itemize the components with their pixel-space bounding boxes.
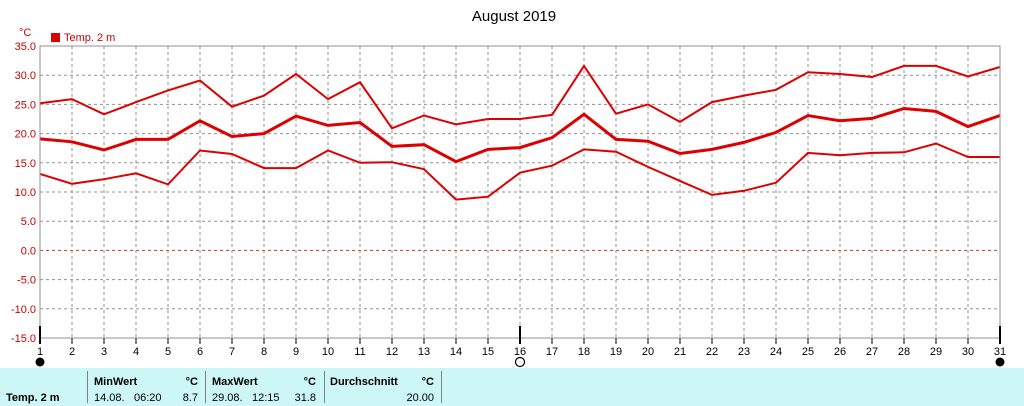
chart-title: August 2019	[472, 8, 556, 25]
max-header: MaxWert	[212, 376, 258, 388]
max-value: 31.8	[294, 392, 316, 404]
x-axis: 1 2 3 4 5 6 7 8 9 10 11 12 13 14 15 16 17 18 19 20 21 22 23 24 2…	[37, 338, 1006, 358]
y-tick-label: 0.0	[21, 245, 36, 257]
stats-min-cell: MinWert °C 14.08. 06:20 8.7	[94, 368, 200, 406]
x-tick-label: 8	[261, 346, 267, 358]
avg-value: 20.00	[406, 392, 434, 404]
x-tick-label: 13	[418, 346, 430, 358]
stats-divider	[441, 371, 442, 403]
min-header: MinWert	[94, 376, 138, 388]
y-tick-label: 20.0	[15, 129, 36, 141]
x-tick-label: 5	[165, 346, 171, 358]
stats-row-label: Temp. 2 m	[6, 392, 60, 404]
min-date: 14.08.	[94, 392, 125, 404]
stats-row-label-cell: Temp. 2 m	[6, 368, 86, 406]
y-tick-label: -5.0	[17, 275, 36, 287]
x-tick-label: 6	[197, 346, 203, 358]
y-axis: -15.0 -10.0 -5.0 0.0 5.0 10.0 15.0 20.0 25.0 30.0…	[11, 41, 36, 345]
temperature-chart: August 2019 °C Temp. 2 m -15.0 -10.0 -5.0 0…	[11, 8, 1006, 368]
y-tick-label: 25.0	[15, 99, 36, 111]
series-line-min	[39, 142, 1000, 201]
y-tick-label: 30.0	[15, 70, 36, 82]
min-unit: °C	[185, 376, 198, 388]
series-line-max	[39, 64, 1001, 130]
x-tick-label: 12	[386, 346, 398, 358]
x-tick-label: 28	[898, 346, 910, 358]
min-value: 8.7	[182, 392, 198, 404]
stats-max-cell: MaxWert °C 29.08. 12:15 31.8	[212, 368, 318, 406]
x-tick-label: 29	[930, 346, 942, 358]
x-tick-label: 17	[546, 346, 558, 358]
x-tick-label: 18	[578, 346, 590, 358]
x-tick-label: 10	[322, 346, 334, 358]
quarter-moon-icon	[514, 356, 526, 368]
x-tick-label: 16	[514, 346, 526, 358]
x-tick-label: 24	[770, 346, 782, 358]
x-tick-label: 11	[354, 346, 365, 358]
x-tick-label: 14	[450, 346, 462, 358]
avg-header: Durchschnitt	[330, 376, 398, 388]
y-tick-label: 15.0	[15, 158, 36, 170]
x-tick-label: 25	[802, 346, 814, 358]
y-tick-label: 5.0	[21, 216, 36, 228]
x-tick-label: 7	[229, 346, 235, 358]
x-tick-label: 27	[866, 346, 878, 358]
x-tick-label: 23	[738, 346, 750, 358]
x-tick-label: 9	[293, 346, 299, 358]
x-tick-label: 19	[610, 346, 622, 358]
x-tick-label: 30	[962, 346, 974, 358]
x-tick-label: 31	[994, 346, 1006, 358]
stats-divider	[87, 371, 88, 403]
max-date: 29.08.	[212, 392, 243, 404]
x-tick-label: 3	[101, 346, 107, 358]
stats-panel: Temp. 2 m MinWert °C 14.08. 06:20 8.7 Ma…	[0, 368, 1024, 406]
full-moon-icon	[35, 357, 45, 367]
series-lines	[39, 64, 1001, 201]
max-unit: °C	[303, 376, 316, 388]
stats-divider	[205, 371, 206, 403]
stats-divider	[324, 371, 325, 403]
x-tick-label: 1	[37, 346, 43, 358]
y-tick-label: -10.0	[11, 304, 36, 316]
series-line-avg	[39, 106, 1001, 164]
x-tick-label: 20	[642, 346, 654, 358]
y-unit-label: °C	[19, 27, 31, 39]
y-tick-label: 35.0	[15, 41, 36, 53]
min-time: 06:20	[134, 392, 162, 404]
grid	[40, 46, 1000, 338]
moon-markers	[35, 326, 1005, 368]
max-time: 12:15	[252, 392, 280, 404]
y-tick-label: -15.0	[11, 333, 36, 345]
full-moon-icon	[995, 357, 1005, 367]
legend-swatch	[51, 33, 60, 42]
avg-unit: °C	[421, 376, 434, 388]
x-tick-label: 15	[482, 346, 494, 358]
y-tick-label: 10.0	[15, 187, 36, 199]
x-tick-label: 2	[69, 346, 75, 358]
x-tick-label: 26	[834, 346, 846, 358]
x-tick-label: 4	[133, 346, 139, 358]
x-tick-label: 22	[706, 346, 718, 358]
x-tick-label: 21	[674, 346, 686, 358]
stats-avg-cell: Durchschnitt °C 20.00	[330, 368, 436, 406]
legend-label: Temp. 2 m	[64, 32, 115, 44]
